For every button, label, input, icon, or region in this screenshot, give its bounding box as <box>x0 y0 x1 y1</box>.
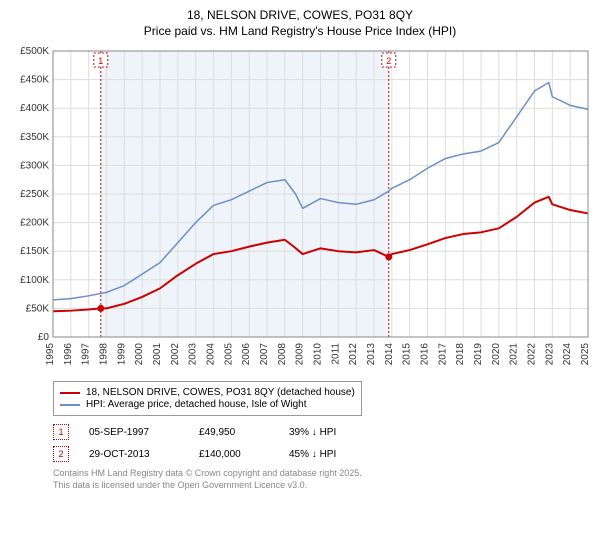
svg-text:2019: 2019 <box>473 343 484 366</box>
svg-text:2016: 2016 <box>420 343 431 366</box>
legend-swatch <box>60 404 80 406</box>
svg-text:2003: 2003 <box>188 343 199 366</box>
copyright-line-1: Contains HM Land Registry data © Crown c… <box>53 468 362 478</box>
svg-text:2017: 2017 <box>437 343 448 366</box>
svg-text:2025: 2025 <box>580 343 591 366</box>
svg-text:2023: 2023 <box>544 343 555 366</box>
legend-label: HPI: Average price, detached house, Isle… <box>86 399 307 410</box>
chart-container: 18, NELSON DRIVE, COWES, PO31 8QY Price … <box>0 0 600 500</box>
svg-text:2012: 2012 <box>348 343 359 366</box>
svg-text:2000: 2000 <box>134 343 145 366</box>
svg-text:£100K: £100K <box>20 275 49 286</box>
svg-text:£450K: £450K <box>20 75 49 86</box>
svg-text:£400K: £400K <box>20 103 49 114</box>
sales-table: 1 05-SEP-1997 £49,950 39% ↓ HPI 2 29-OCT-2013… <box>8 424 592 462</box>
svg-text:2002: 2002 <box>170 343 181 366</box>
svg-text:2014: 2014 <box>384 343 395 366</box>
sale-marker-icon: 1 <box>53 424 69 440</box>
title-line-1: 18, NELSON DRIVE, COWES, PO31 8QY <box>187 8 413 22</box>
svg-text:2011: 2011 <box>330 343 341 365</box>
svg-text:£500K: £500K <box>20 46 49 57</box>
sale-marker-icon: 2 <box>53 446 69 462</box>
svg-text:2024: 2024 <box>562 343 573 366</box>
svg-text:2013: 2013 <box>366 343 377 366</box>
svg-text:1998: 1998 <box>99 343 110 366</box>
title-line-2: Price paid vs. HM Land Registry's House … <box>144 24 456 38</box>
line-chart-svg: £0 £50K £100K £150K £200K £250K £300K £350K £400… <box>8 45 592 375</box>
legend-row: 18, NELSON DRIVE, COWES, PO31 8QY (detac… <box>60 387 355 398</box>
svg-text:2015: 2015 <box>402 343 413 366</box>
svg-text:£0: £0 <box>38 332 50 343</box>
svg-text:£200K: £200K <box>20 218 49 229</box>
legend: 18, NELSON DRIVE, COWES, PO31 8QY (detac… <box>53 381 362 416</box>
svg-text:2021: 2021 <box>509 343 520 366</box>
svg-text:2: 2 <box>386 56 391 66</box>
legend-swatch <box>60 392 80 394</box>
sale-date: 05-SEP-1997 <box>89 427 179 438</box>
sale-price: £49,950 <box>199 427 269 438</box>
sale-pct-vs-hpi: 45% ↓ HPI <box>289 449 379 460</box>
svg-text:1997: 1997 <box>81 343 92 366</box>
sale-price: £140,000 <box>199 449 269 460</box>
sale-date: 29-OCT-2013 <box>89 449 179 460</box>
svg-text:2018: 2018 <box>455 343 466 366</box>
svg-text:£50K: £50K <box>26 304 50 315</box>
sale-row: 1 05-SEP-1997 £49,950 39% ↓ HPI <box>53 424 592 440</box>
legend-label: 18, NELSON DRIVE, COWES, PO31 8QY (detac… <box>86 387 355 398</box>
svg-text:£350K: £350K <box>20 132 49 143</box>
svg-text:2004: 2004 <box>206 343 217 366</box>
svg-text:1995: 1995 <box>45 343 56 366</box>
copyright-notice: Contains HM Land Registry data © Crown c… <box>53 468 592 491</box>
svg-text:1996: 1996 <box>63 343 74 366</box>
svg-text:2005: 2005 <box>223 343 234 366</box>
svg-text:£300K: £300K <box>20 161 49 172</box>
legend-row: HPI: Average price, detached house, Isle… <box>60 399 355 410</box>
copyright-line-2: This data is licensed under the Open Gov… <box>53 480 307 490</box>
svg-text:2008: 2008 <box>277 343 288 366</box>
svg-text:£250K: £250K <box>20 189 49 200</box>
svg-text:2010: 2010 <box>313 343 324 366</box>
svg-text:2022: 2022 <box>527 343 538 366</box>
svg-text:2006: 2006 <box>241 343 252 366</box>
svg-text:2020: 2020 <box>491 343 502 366</box>
sale-pct-vs-hpi: 39% ↓ HPI <box>289 427 379 438</box>
sale-row: 2 29-OCT-2013 £140,000 45% ↓ HPI <box>53 446 592 462</box>
svg-text:2009: 2009 <box>295 343 306 366</box>
svg-text:1: 1 <box>98 56 103 66</box>
svg-text:1999: 1999 <box>116 343 127 366</box>
svg-text:2001: 2001 <box>152 343 163 366</box>
svg-text:£150K: £150K <box>20 246 49 257</box>
chart-area: £0 £50K £100K £150K £200K £250K £300K £350K £400… <box>8 45 592 375</box>
chart-title: 18, NELSON DRIVE, COWES, PO31 8QY Price … <box>8 8 592 39</box>
svg-text:2007: 2007 <box>259 343 270 366</box>
